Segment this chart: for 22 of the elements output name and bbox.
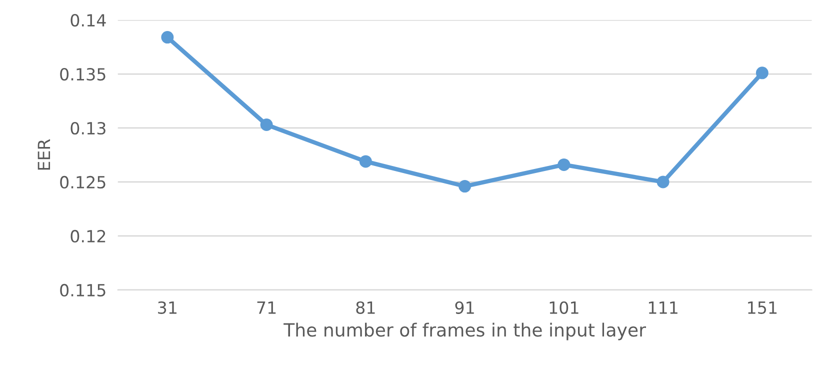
x-tick-label: 111 [648,302,678,314]
x-tick-label: 91 [455,301,474,314]
y-tick-label: 0.14 [70,14,106,27]
y-tick-label: 0.115 [60,284,106,296]
x-tick-label: 101 [550,301,578,314]
point [161,31,174,44]
y-axis-title: EER [38,139,50,170]
y-tick-label: 0.13 [70,122,106,135]
x-axis-title: The number of frames in the input layer [284,322,646,340]
y-tick-label: 0.135 [60,68,106,81]
point [260,118,273,132]
x-tick-label: 71 [257,302,276,314]
point [756,66,768,80]
point [558,158,570,171]
point [458,180,472,193]
y-tick-label: 0.125 [60,176,106,189]
point [656,176,670,188]
y-tick-label: 0.12 [70,230,106,243]
point [359,155,372,168]
x-tick-label: 151 [748,302,777,314]
x-tick-label: 81 [356,301,375,314]
x-tick-label: 31 [158,301,176,314]
